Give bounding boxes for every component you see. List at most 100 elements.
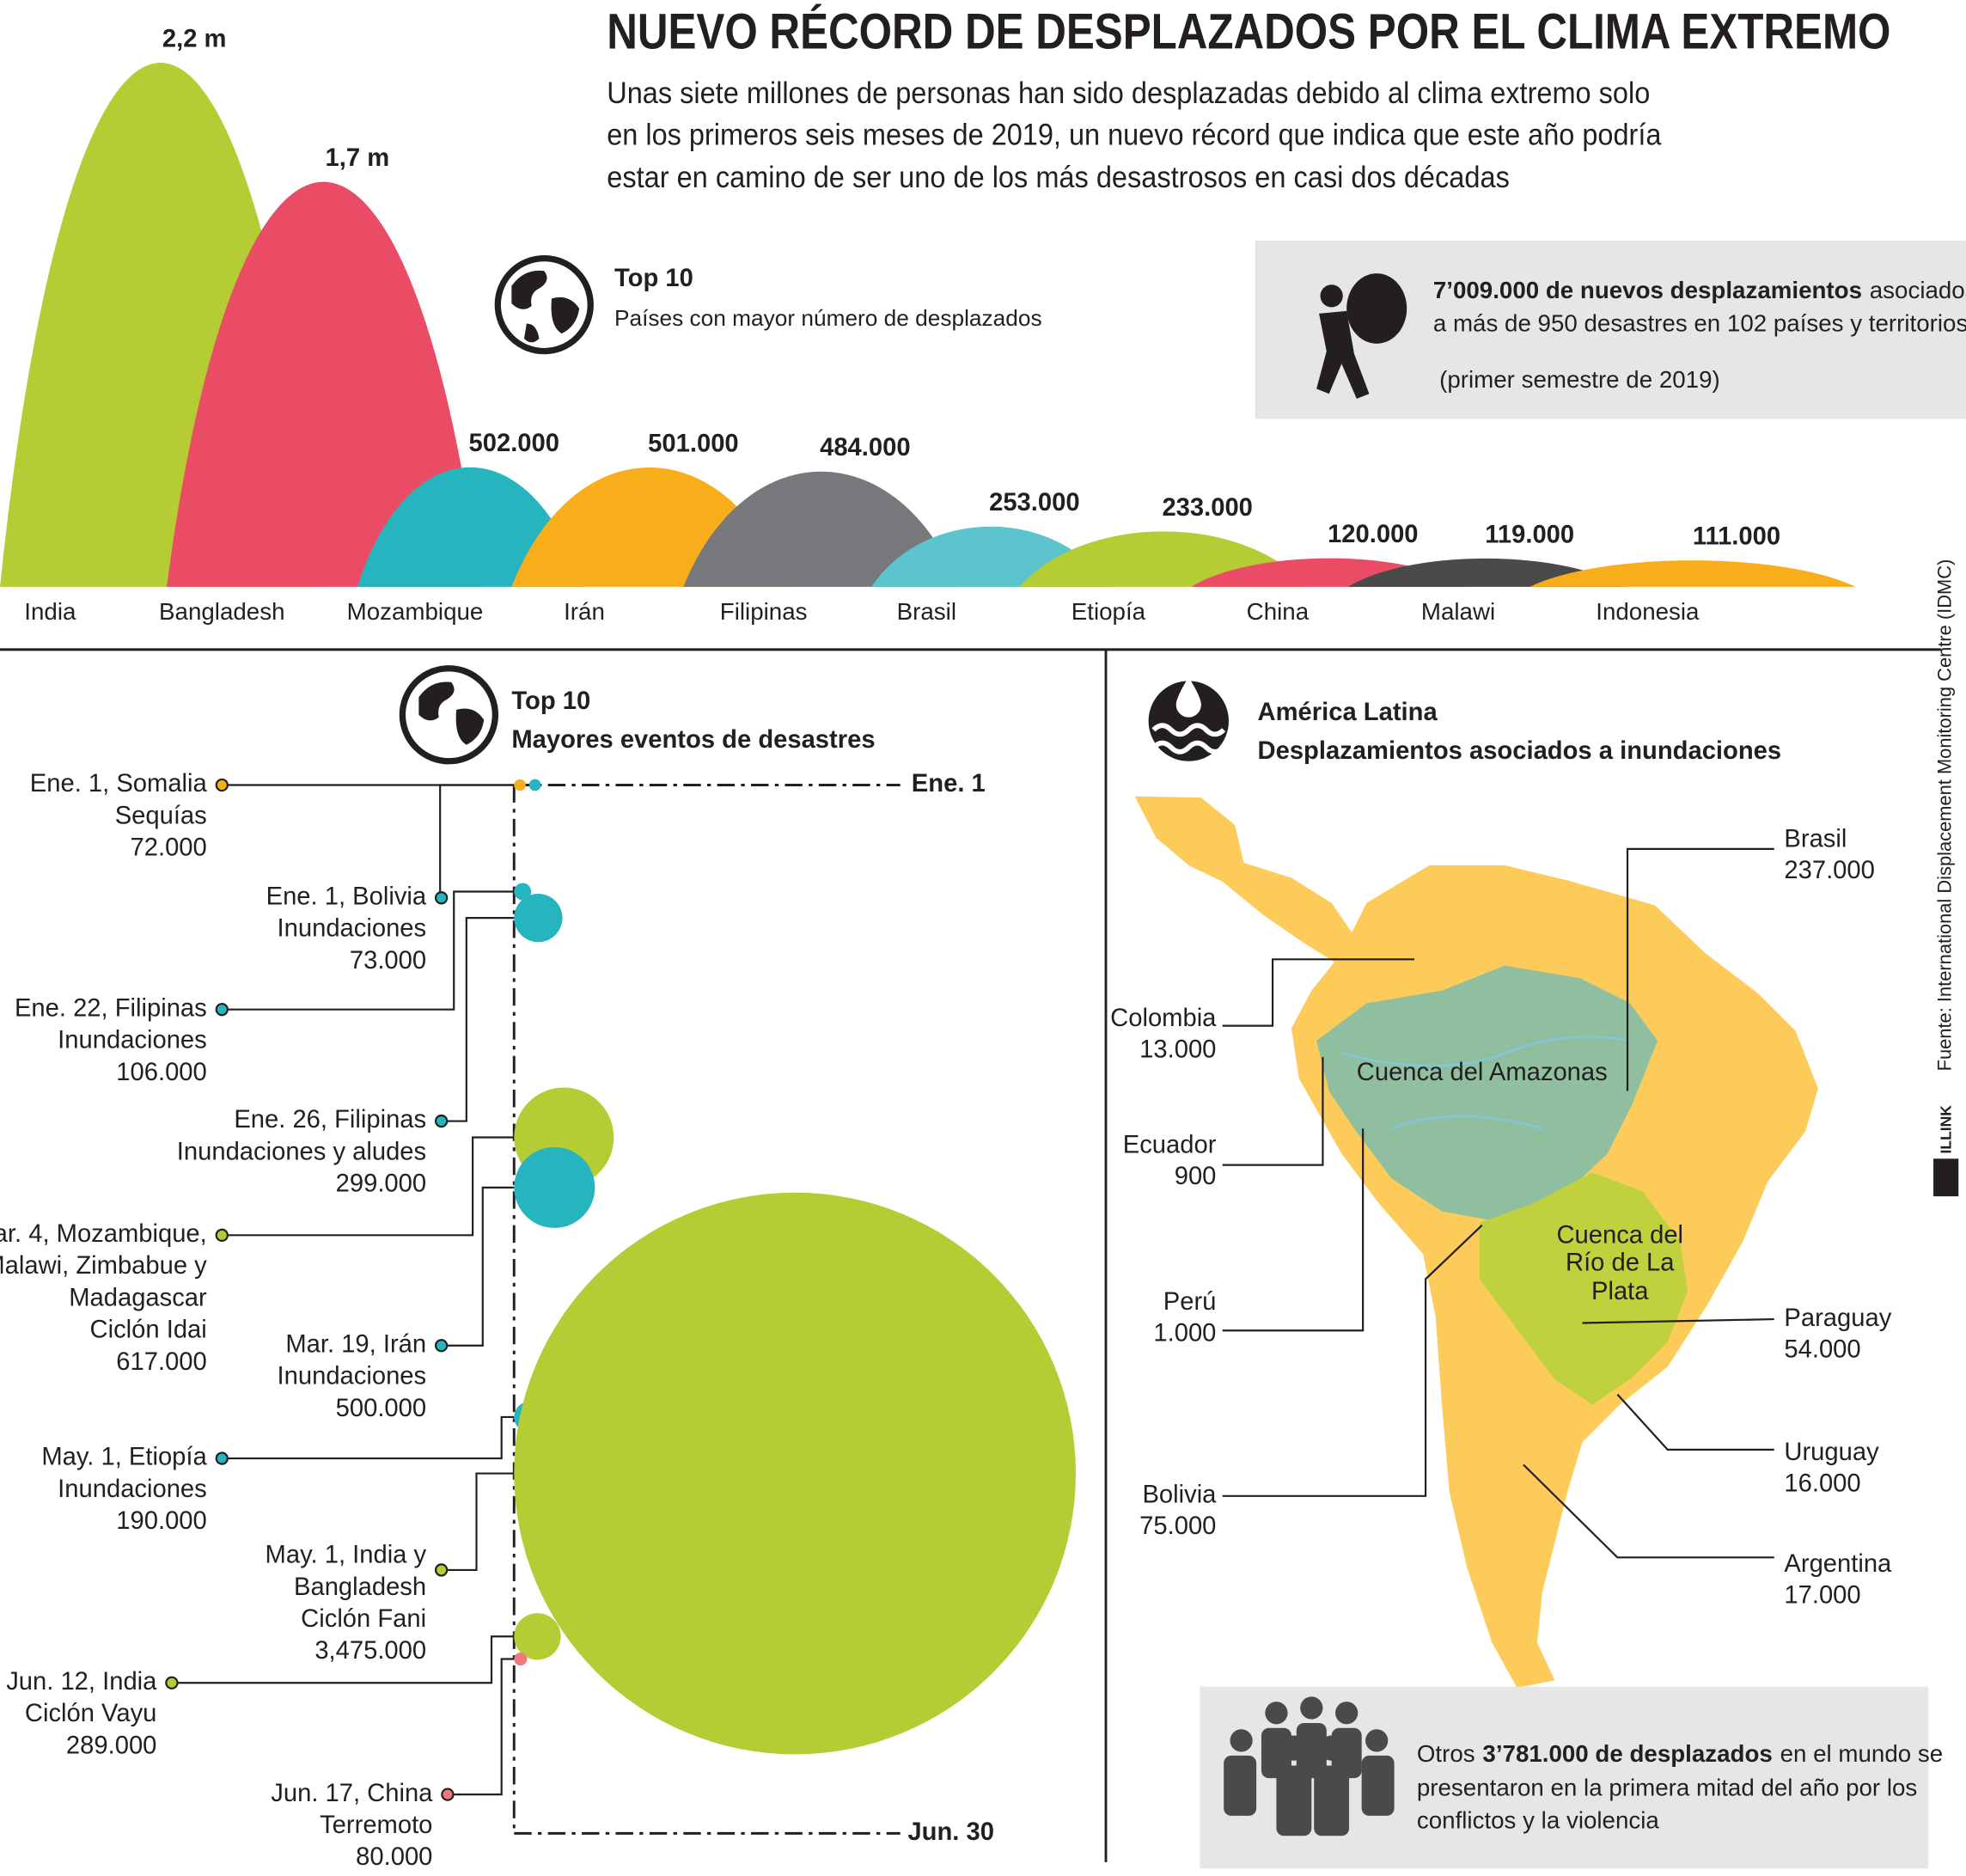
event-name: Ene. 1, Bolivia xyxy=(266,883,427,911)
value-label: 502.000 xyxy=(469,430,559,457)
bubble xyxy=(514,894,563,943)
leader-line xyxy=(1616,1393,1774,1451)
note-text: Otros xyxy=(1417,1740,1475,1767)
leader-line xyxy=(1222,1057,1324,1166)
event-kind: Inundaciones xyxy=(58,1027,207,1054)
note-line: Otros 3’781.000 de desplazados en el mundo… xyxy=(1417,1740,1943,1767)
logo: EFE ILLINK xyxy=(1933,1105,1959,1197)
event-name: Jun. 12, India xyxy=(6,1668,157,1696)
section-subtitle: Desplazamientos asociados a inundaciones xyxy=(1258,737,1782,765)
intro-line: estar en camino de ser uno de los más de… xyxy=(607,161,1510,194)
bubble xyxy=(514,1613,561,1660)
event-kind: Inundaciones xyxy=(278,1363,427,1390)
event-value: 289.000 xyxy=(66,1732,156,1759)
connector xyxy=(171,1635,515,1684)
event-kind: Ciclón Vayu xyxy=(25,1700,156,1727)
connector xyxy=(441,1472,515,1572)
value-label: 2,2 m xyxy=(162,25,227,52)
event-name: May. 1, India y xyxy=(266,1542,427,1569)
category-label: Bangladesh xyxy=(159,598,284,625)
timeline-label: Jun. 30 xyxy=(907,1818,994,1846)
event-name: Ene. 26, Filipinas xyxy=(234,1106,426,1134)
event-dot xyxy=(434,1339,449,1353)
event-kind: Sequías xyxy=(115,802,207,829)
basin-label: Cuenca del xyxy=(1556,1221,1683,1249)
event-name: Ene. 22, Filipinas xyxy=(15,994,207,1022)
callout-line: (primer semestre de 2019) xyxy=(1439,366,1720,393)
flood-icon xyxy=(1148,676,1229,761)
callout-bold: 7’009.000 de nuevos desplazamientos xyxy=(1433,277,1862,303)
event-kind: Ciclón Fani xyxy=(301,1605,426,1633)
event-value: 617.000 xyxy=(116,1348,206,1376)
amazon-basin xyxy=(1316,965,1658,1223)
event-value: 80.000 xyxy=(356,1843,432,1871)
country-name: Bolivia xyxy=(1142,1482,1217,1509)
basin-label: Río de La xyxy=(1566,1250,1675,1277)
note-line: conflictos y la violencia xyxy=(1417,1807,1660,1834)
country-value: 17.000 xyxy=(1784,1581,1860,1609)
event-name: Malawi, Zimbabue y xyxy=(0,1252,207,1280)
category-label: Indonesia xyxy=(1596,598,1700,625)
value-label: 484.000 xyxy=(820,434,910,461)
connector xyxy=(222,1415,515,1460)
event-dot xyxy=(441,1787,455,1801)
category-label: Irán xyxy=(564,598,605,625)
leader-line xyxy=(1523,1464,1774,1559)
source: Fuente: International Displacement Monit… xyxy=(1933,559,1955,1072)
category-label: Mozambique xyxy=(347,598,484,625)
value-label: 501.000 xyxy=(648,430,738,457)
country-value: 54.000 xyxy=(1784,1335,1860,1363)
event-dot xyxy=(215,778,229,792)
bubble-chart: Ene. 1 Jun. 30 Ene. 1, Somalia Sequías 72.00… xyxy=(0,770,1076,1871)
category-label: Filipinas xyxy=(720,598,808,625)
intro-line: en los primeros seis meses de 2019, un n… xyxy=(607,118,1662,151)
event-name: Jun. 17, China xyxy=(271,1780,433,1807)
event-dot xyxy=(434,1563,449,1577)
section-title: Top 10 xyxy=(614,265,693,292)
note-text: en el mundo se xyxy=(1780,1740,1944,1767)
people-icon xyxy=(1224,1696,1395,1836)
globe-icon xyxy=(399,665,499,765)
event-name: Madagascar xyxy=(69,1284,207,1311)
country-value: 75.000 xyxy=(1139,1512,1216,1540)
bubble xyxy=(528,779,541,791)
section-subtitle: Mayores eventos de desastres xyxy=(511,726,875,754)
basin-label: Cuenca del Amazonas xyxy=(1357,1059,1608,1086)
event-dot xyxy=(215,1003,229,1017)
leader-line xyxy=(1626,847,1774,1091)
event-kind: Terremoto xyxy=(320,1812,432,1839)
callout-line: a más de 950 desastres en 102 países y t… xyxy=(1433,309,1966,336)
section-subtitle: Países con mayor número de desplazados xyxy=(614,305,1042,331)
event-value: 190.000 xyxy=(116,1507,206,1535)
country-name: Colombia xyxy=(1110,1005,1217,1032)
bubble xyxy=(514,1653,528,1666)
note-line: presentaron en la primera mitad del año … xyxy=(1417,1775,1917,1801)
logo-text: EFE xyxy=(1938,1163,1955,1192)
mountain-chart: 2,2 m India 1,7 m Bangladesh 502.000 Mozambiq… xyxy=(0,25,1856,625)
country-name: Brasil xyxy=(1784,825,1847,852)
event-kind: Inundaciones xyxy=(58,1476,207,1503)
bubble xyxy=(514,1146,595,1228)
value-label: 120.000 xyxy=(1328,521,1418,548)
mountain xyxy=(167,181,480,587)
intro-line: Unas siete millones de personas han sido… xyxy=(607,76,1650,110)
connector xyxy=(441,917,515,1122)
leader-line xyxy=(1222,1128,1365,1332)
bubble xyxy=(514,779,526,791)
event-name: Bangladesh xyxy=(294,1574,426,1601)
leader-line xyxy=(1222,958,1414,1027)
event-dot xyxy=(215,1451,229,1465)
event-dot xyxy=(434,1114,449,1128)
title: NUEVO RÉCORD DE DESPLAZADOS POR EL CLIMA… xyxy=(607,3,1890,59)
value-label: 253.000 xyxy=(989,489,1079,516)
event-kind: Inundaciones xyxy=(278,915,427,943)
logo-text: ILLINK xyxy=(1938,1105,1955,1154)
section-title: Top 10 xyxy=(511,687,590,715)
map-labels: Brasil 237.000 Colombia 13.000 Ecuador 900 Per… xyxy=(1110,825,1892,1609)
value-label: 111.000 xyxy=(1693,523,1780,551)
mountain xyxy=(683,471,960,587)
callout-text: asociados xyxy=(1870,277,1966,303)
